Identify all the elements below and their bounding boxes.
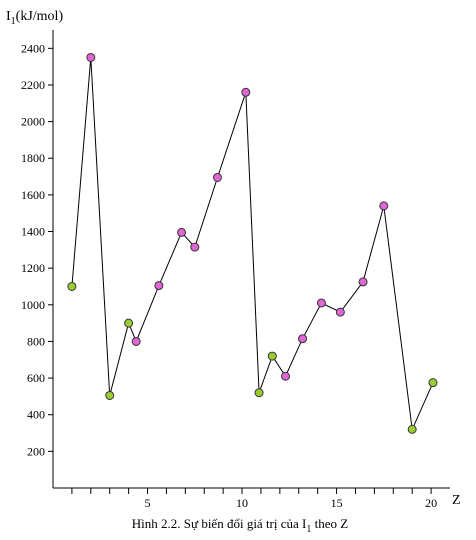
data-point: [428, 378, 438, 388]
y-tick-label: 1600: [21, 188, 45, 202]
data-point: [379, 201, 389, 211]
y-tick-label: 1200: [21, 261, 45, 275]
data-point: [131, 336, 141, 346]
data-point: [281, 371, 291, 381]
data-point: [154, 281, 164, 291]
data-point: [335, 307, 345, 317]
data-point: [212, 172, 222, 182]
figure-caption: Hình 2.2. Sự biến đổi giá trị của I1 the…: [132, 516, 348, 535]
y-tick-label: 1400: [21, 225, 45, 239]
data-point: [298, 334, 308, 344]
y-ticks: 200 400 600 800 1000 1200 1400 1600 1800 2000 2200…: [21, 41, 53, 458]
data-point: [67, 281, 77, 291]
data-point: [407, 424, 417, 434]
y-tick-label: 200: [27, 444, 45, 458]
data-point: [267, 351, 277, 361]
data-point: [105, 390, 115, 400]
data-point: [358, 277, 368, 287]
y-tick-label: 2400: [21, 41, 45, 55]
data-point: [177, 227, 187, 237]
data-point: [241, 87, 251, 97]
y-tick-label: 600: [27, 371, 45, 385]
y-tick-label: 400: [27, 408, 45, 422]
y-axis-title: I1(kJ/mol): [6, 9, 63, 27]
x-tick-label: 15: [331, 496, 343, 510]
data-point: [316, 298, 326, 308]
data-point: [254, 388, 264, 398]
y-tick-label: 800: [27, 334, 45, 348]
series-line: [71, 57, 434, 432]
axes: [52, 30, 450, 489]
y-tick-label: 2200: [21, 78, 45, 92]
y-tick-label: 1800: [21, 151, 45, 165]
x-tick-label: 10: [236, 496, 248, 510]
x-axis-title: Z: [452, 493, 461, 508]
x-ticks: 5 10 15 20: [71, 488, 437, 510]
y-tick-label: 1000: [21, 298, 45, 312]
data-point: [190, 242, 200, 252]
data-point: [86, 52, 96, 62]
y-tick-label: 2000: [21, 115, 45, 129]
x-tick-label: 20: [425, 496, 437, 510]
x-tick-label: 5: [145, 496, 151, 510]
data-points: [67, 52, 438, 434]
data-point: [124, 318, 134, 328]
